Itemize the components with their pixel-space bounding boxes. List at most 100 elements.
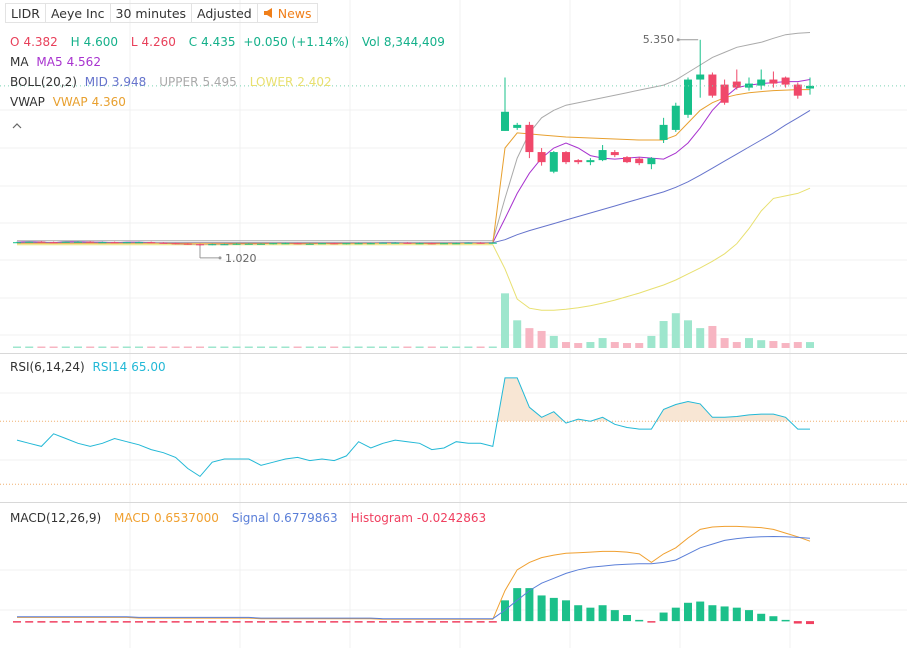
candle-body — [708, 74, 717, 96]
candle-body — [635, 158, 644, 164]
histogram-bar — [110, 621, 119, 623]
candle-body — [464, 242, 473, 244]
volume-bar — [98, 346, 107, 348]
volume-bar — [159, 346, 168, 348]
series-value: 0.6537000 — [153, 511, 219, 525]
histogram-bar — [86, 621, 95, 623]
histogram-bar — [25, 621, 34, 623]
candle-body — [440, 243, 448, 245]
macd-series-legend: MACD 0.6537000 — [114, 511, 223, 525]
series-name: RSI14 — [92, 360, 128, 374]
candle-body — [366, 243, 375, 245]
candle-body — [720, 84, 729, 103]
change: +0.050 (+1.14%) — [243, 35, 350, 49]
candle-body — [61, 241, 70, 243]
high-marker-dot — [676, 38, 680, 42]
overbought-fill — [497, 377, 790, 422]
series-line — [17, 525, 811, 620]
candle-body — [98, 242, 107, 244]
symbol[interactable]: LIDR — [5, 3, 46, 23]
interval[interactable]: 30 minutes — [109, 3, 193, 23]
series-name: LOWER — [249, 75, 294, 89]
volume-bar — [61, 346, 70, 348]
candle-body — [513, 124, 522, 128]
histogram-bar — [708, 605, 717, 622]
low-value: 4.260 — [141, 35, 176, 49]
ohlc-legend: O 4.382 H 4.600 L 4.260 C 4.435 +0.050 (+1.1… — [10, 35, 449, 49]
series-value: 0.6779863 — [272, 511, 338, 525]
histogram-bar — [806, 621, 814, 625]
volume-bar — [549, 335, 558, 348]
volume-bar — [537, 330, 546, 348]
candle-body — [318, 243, 326, 245]
volume-bar — [110, 346, 119, 348]
histogram-bar — [61, 621, 70, 623]
histogram-legend: Histogram -0.0242863 — [351, 511, 490, 525]
candle-body — [171, 243, 180, 245]
news-button[interactable]: News — [256, 3, 318, 23]
histogram-bar — [598, 605, 607, 622]
candle-body — [159, 242, 168, 244]
histogram-bar — [659, 612, 668, 622]
candle-body — [196, 244, 204, 246]
candle-body — [732, 81, 741, 88]
histogram-bar — [366, 621, 375, 623]
histogram-bar — [732, 607, 741, 622]
histogram-bar — [98, 621, 107, 623]
volume-bar — [635, 343, 644, 348]
histogram-bar — [379, 621, 387, 623]
candle-body — [525, 124, 534, 153]
volume-bar — [74, 346, 82, 348]
volume-bar — [720, 338, 729, 348]
volume-bar — [330, 346, 339, 348]
volume-bar — [598, 338, 607, 348]
histogram-bar — [330, 621, 339, 623]
histogram-bar — [74, 621, 82, 623]
vwap-legend: VWAP VWAP 4.360 — [10, 95, 134, 109]
mid-legend: MID 3.948 — [85, 75, 151, 89]
volume-bar — [501, 293, 509, 348]
volume-bar — [13, 346, 21, 348]
open-label: O — [10, 35, 20, 49]
rsi-legend: RSI(6,14,24) RSI14 65.00 — [10, 360, 174, 374]
histogram-bar — [37, 621, 46, 623]
low-marker-dot — [218, 256, 222, 260]
series-line — [17, 187, 811, 311]
candle-body — [671, 105, 680, 130]
histogram-bar — [122, 621, 131, 623]
candle-body — [122, 242, 131, 244]
histogram-bar — [696, 601, 705, 622]
high-value: 4.600 — [83, 35, 119, 49]
volume-bar — [37, 346, 46, 348]
candle-body — [623, 157, 631, 163]
vwap-label: VWAP — [10, 95, 45, 109]
histogram-bar — [525, 588, 534, 622]
series-name: Signal — [231, 511, 269, 525]
adjust[interactable]: Adjusted — [191, 3, 258, 23]
candle-body — [86, 241, 95, 243]
histogram-bar — [13, 621, 21, 623]
candle-body — [647, 158, 656, 165]
candle-body — [781, 77, 790, 85]
candle-body — [244, 243, 253, 245]
news-label: News — [277, 6, 312, 21]
volume-bar — [257, 346, 265, 348]
histogram-bar — [793, 621, 802, 624]
histogram-bar — [318, 621, 326, 623]
series-value: 3.948 — [111, 75, 147, 89]
candle-body — [793, 84, 802, 96]
collapse-icon[interactable] — [12, 123, 22, 129]
histogram-bar — [171, 621, 180, 623]
volume-bar — [708, 325, 717, 348]
histogram-bar — [244, 621, 253, 623]
rsi14-legend: RSI14 65.00 — [93, 360, 170, 374]
histogram-bar — [476, 621, 485, 623]
volume-bar — [488, 346, 497, 348]
histogram-bar — [488, 621, 497, 623]
series-name: MID — [84, 75, 108, 89]
volume-bar — [440, 346, 448, 348]
histogram-bar — [647, 621, 656, 623]
company: Aeye Inc — [44, 3, 111, 23]
histogram-bar — [757, 613, 766, 622]
macd-title: MACD(12,26,9) — [10, 511, 102, 525]
